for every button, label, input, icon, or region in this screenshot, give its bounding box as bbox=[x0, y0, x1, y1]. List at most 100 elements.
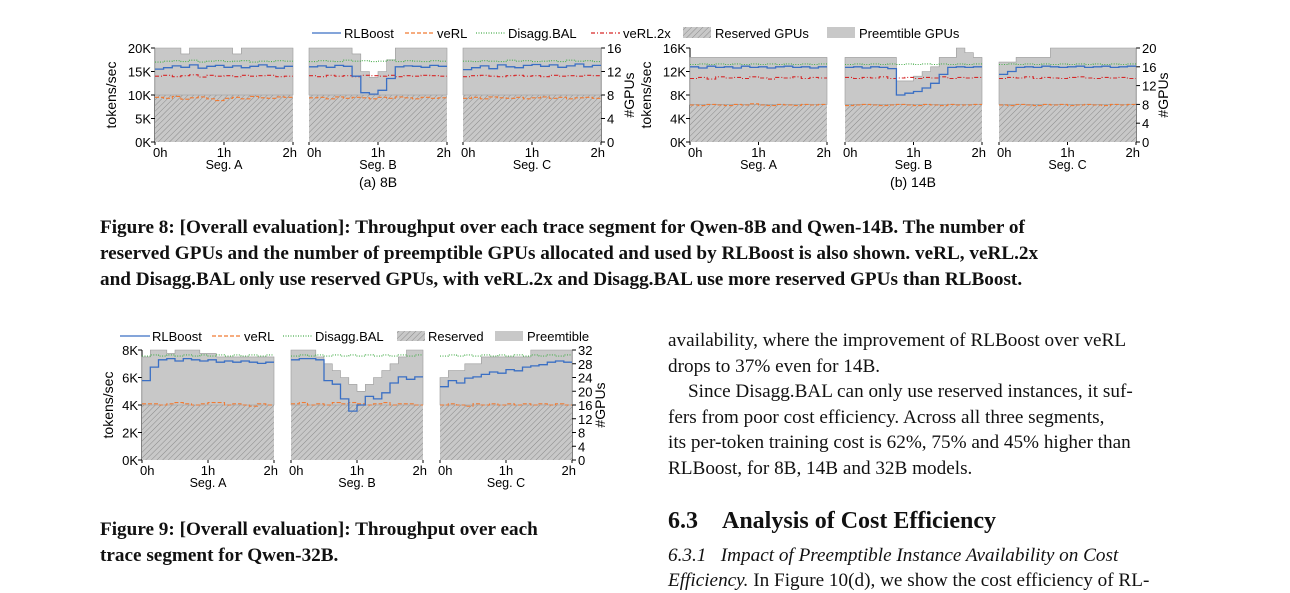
preemptible-gpus-area bbox=[844, 47, 983, 105]
verl-series bbox=[309, 96, 447, 100]
fig9-legend-verl: veRL bbox=[244, 329, 274, 344]
right-tick-label: 8 bbox=[1142, 97, 1149, 112]
left-tick-label: 20K bbox=[128, 41, 151, 56]
fig8-caption-line-2: reserved GPUs and the number of preempti… bbox=[100, 243, 1039, 264]
left-tick-label: 12K bbox=[663, 65, 686, 80]
y-axis-label: tokens/sec bbox=[638, 62, 654, 129]
subsection-line-2-italic: Efficiency. bbox=[668, 570, 749, 591]
left-tick-label: 15K bbox=[128, 65, 151, 80]
right-tick-label: 12 bbox=[1142, 79, 1156, 94]
x-tick-label: 2h bbox=[283, 145, 297, 160]
disagg-bal-series bbox=[142, 354, 274, 357]
chart-14b: 0K 4K 8K 12K 16K tokens/sec 0 4 8 12 16 20 #GPUs 0h 1h… bbox=[638, 41, 1171, 172]
segment-label: Seg. A bbox=[206, 158, 243, 172]
right-tick-label: 20 bbox=[1142, 41, 1156, 56]
segment-label: Seg. C bbox=[487, 476, 525, 490]
rlboost-series bbox=[845, 66, 982, 96]
disagg-bal-series bbox=[309, 59, 447, 63]
right-tick-label: 12 bbox=[607, 65, 621, 80]
right-tick-label: 12 bbox=[578, 412, 592, 427]
segment-label: Seg. B bbox=[895, 158, 933, 172]
right-tick-label: 28 bbox=[578, 357, 592, 372]
section-heading: 6.3 Analysis of Cost Efficiency bbox=[668, 508, 996, 535]
left-tick-label: 6K bbox=[122, 371, 138, 386]
fig9-legend-reserved: Reserved bbox=[428, 329, 484, 344]
fig9-legend-rlboost: RLBoost bbox=[152, 329, 202, 344]
left-tick-label: 4K bbox=[670, 112, 686, 127]
fig8-legend: RLBoost veRL Disagg.BAL veRL.2x Reserved… bbox=[312, 26, 960, 41]
right-tick-label: 24 bbox=[578, 371, 592, 386]
figure-8-caption: Figure 8: [Overall evaluation]: Throughp… bbox=[100, 215, 1190, 293]
preemptible-gpus-area bbox=[998, 47, 1137, 105]
x-tick-label: 0h bbox=[307, 145, 321, 160]
reserved-gpus-area bbox=[690, 104, 827, 142]
x-tick-label: 2h bbox=[1126, 145, 1140, 160]
left-tick-label: 8K bbox=[670, 88, 686, 103]
right-tick-label: 4 bbox=[607, 112, 614, 127]
para-1: availability, where the improvement of R… bbox=[668, 328, 1188, 379]
verl2x-series bbox=[845, 76, 982, 80]
left-tick-label: 16K bbox=[663, 41, 686, 56]
rlboost-series bbox=[155, 64, 293, 70]
y-axis-label: tokens/sec bbox=[103, 62, 119, 129]
verl2x-series bbox=[155, 74, 293, 78]
fig9-legend-reserved-swatch bbox=[397, 331, 425, 341]
y-axis-label: tokens/sec bbox=[100, 372, 116, 439]
right-tick-label: 16 bbox=[578, 398, 592, 413]
subsection-line-2-rest: In Figure 10(d), we show the cost effici… bbox=[748, 570, 1150, 591]
y2-axis-label: #GPUs bbox=[592, 382, 608, 427]
body-column: availability, where the improvement of R… bbox=[668, 328, 1188, 481]
right-tick-label: 4 bbox=[1142, 116, 1149, 131]
legend-preemptible: Preemtible GPUs bbox=[859, 26, 960, 41]
y2-axis-label: #GPUs bbox=[621, 72, 637, 117]
para-2-line-3: its per-token training cost is 62%, 75% … bbox=[668, 432, 1131, 453]
figure-9-chart: RLBoost veRL Disagg.BAL Reserved Preemti… bbox=[100, 329, 608, 490]
rlboost-series bbox=[142, 357, 274, 382]
reserved-gpus-area bbox=[155, 95, 293, 142]
fig9-caption-line-1: Figure 9: [Overall evaluation]: Throughp… bbox=[100, 519, 538, 540]
verl-series bbox=[690, 103, 827, 107]
verl-series bbox=[142, 402, 274, 407]
segment-label: Seg. C bbox=[1048, 158, 1086, 172]
disagg-bal-series bbox=[463, 59, 601, 63]
disagg-bal-series bbox=[690, 63, 827, 66]
segment-label: Seg. A bbox=[190, 476, 227, 490]
fig9-legend: RLBoost veRL Disagg.BAL Reserved Preemti… bbox=[120, 329, 589, 344]
x-tick-label: 0h bbox=[140, 463, 154, 478]
left-tick-label: 0K bbox=[122, 453, 138, 468]
fig9-legend-preemptible-swatch bbox=[495, 331, 523, 341]
left-tick-label: 0K bbox=[670, 135, 686, 150]
figure-9-caption: Figure 9: [Overall evaluation]: Throughp… bbox=[100, 517, 640, 569]
segment-label: Seg. B bbox=[338, 476, 376, 490]
rlboost-series bbox=[999, 65, 1136, 76]
rlboost-series bbox=[463, 63, 601, 71]
legend-verl2x: veRL.2x bbox=[623, 26, 671, 41]
verl-series bbox=[999, 103, 1136, 107]
rlboost-series bbox=[440, 360, 572, 388]
legend-disagg: Disagg.BAL bbox=[508, 26, 577, 41]
chart-14b-title: (b) 14B bbox=[890, 174, 936, 190]
rlboost-series bbox=[309, 64, 447, 95]
chart-8b-title: (a) 8B bbox=[359, 174, 397, 190]
left-tick-label: 8K bbox=[122, 343, 138, 358]
x-tick-label: 0h bbox=[438, 463, 452, 478]
x-tick-label: 1h bbox=[201, 463, 215, 478]
x-tick-label: 2h bbox=[972, 145, 986, 160]
left-tick-label: 5K bbox=[135, 112, 151, 127]
right-tick-label: 16 bbox=[607, 41, 621, 56]
right-tick-label: 4 bbox=[578, 439, 585, 454]
right-tick-label: 32 bbox=[578, 343, 592, 358]
fig9-legend-disagg: Disagg.BAL bbox=[315, 329, 384, 344]
x-tick-label: 2h bbox=[264, 463, 278, 478]
subsection-line-1: 6.3.1 Impact of Preemptible Instance Ava… bbox=[668, 545, 1119, 566]
reserved-gpus-area bbox=[463, 95, 601, 142]
x-tick-label: 0h bbox=[153, 145, 167, 160]
x-tick-label: 0h bbox=[843, 145, 857, 160]
x-tick-label: 0h bbox=[461, 145, 475, 160]
verl-series bbox=[155, 95, 293, 102]
y2-axis-label: #GPUs bbox=[1155, 72, 1171, 117]
section-number: 6.3 bbox=[668, 508, 698, 534]
reserved-gpus-area bbox=[142, 405, 274, 460]
legend-verl: veRL bbox=[437, 26, 467, 41]
